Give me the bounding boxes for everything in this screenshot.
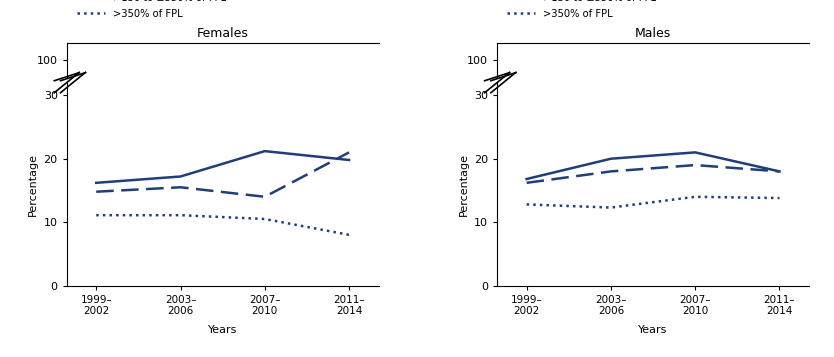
- X-axis label: Years: Years: [638, 325, 668, 335]
- Y-axis label: Percentage: Percentage: [28, 152, 38, 216]
- Y-axis label: Percentage: Percentage: [459, 152, 469, 216]
- Title: Males: Males: [635, 27, 671, 40]
- Title: Females: Females: [197, 27, 249, 40]
- Legend: ≤130% of FPL, >130 to ≤350% of FPL, >350% of FPL: ≤130% of FPL, >130 to ≤350% of FPL, >350…: [505, 0, 658, 21]
- X-axis label: Years: Years: [208, 325, 238, 335]
- Legend: ≤130% of FPL, >130 to ≤350% of FPL, >350% of FPL: ≤130% of FPL, >130 to ≤350% of FPL, >350…: [75, 0, 228, 21]
